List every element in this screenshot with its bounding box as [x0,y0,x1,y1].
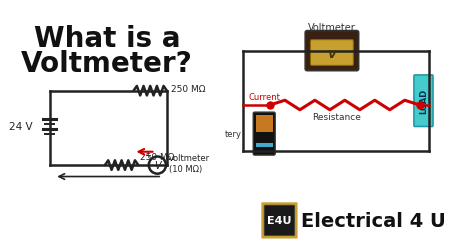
Text: Resistance: Resistance [312,112,361,121]
Text: V: V [154,161,161,170]
Bar [255,116,273,132]
FancyBboxPatch shape [414,76,433,127]
Text: 250 MΩ: 250 MΩ [140,152,175,161]
FancyBboxPatch shape [264,205,295,236]
Text: voltmeter
(10 MΩ): voltmeter (10 MΩ) [169,154,210,173]
Text: V: V [328,50,336,60]
Text: 24 V: 24 V [9,121,32,132]
Text: E4U: E4U [267,215,292,226]
FancyBboxPatch shape [261,202,298,239]
Text: Voltmeter?: Voltmeter? [21,50,193,78]
Text: LOAD: LOAD [419,89,428,114]
Text: Voltmeter: Voltmeter [308,23,356,33]
Bar [255,144,273,147]
Text: 250 MΩ: 250 MΩ [171,85,205,94]
Text: Current: Current [249,92,281,102]
Text: What is a: What is a [34,25,180,53]
FancyBboxPatch shape [305,32,359,71]
FancyBboxPatch shape [253,113,275,155]
Text: +: + [145,150,151,160]
Text: Electrical 4 U: Electrical 4 U [301,211,446,230]
FancyBboxPatch shape [310,41,354,66]
Text: -: - [157,171,160,180]
Text: tery: tery [224,130,241,139]
